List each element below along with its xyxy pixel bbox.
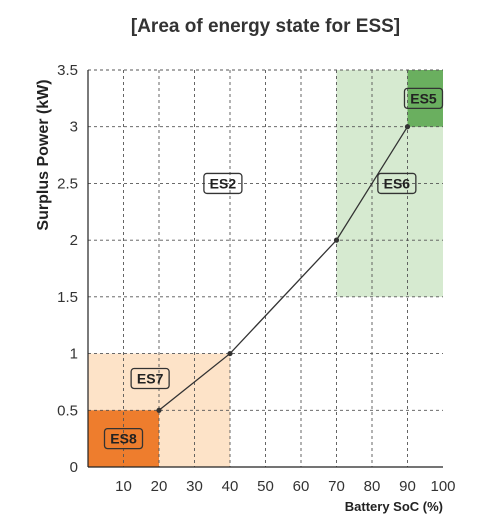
series-line	[158, 126, 409, 411]
x-tick-label: 10	[115, 478, 132, 495]
zone-box-es2	[203, 172, 243, 195]
chart-title: [Area of energy state for ESS]	[130, 16, 401, 37]
x-tick-label: 70	[328, 478, 345, 495]
y-tick-label: 3.5	[57, 62, 78, 79]
series-point	[156, 407, 162, 413]
region-es5	[407, 70, 443, 127]
y-axis-title: Surplus Power (kW)	[35, 79, 52, 230]
zone-label-es8: ES8	[110, 431, 137, 447]
labels-layer: ES2 ES6 ES5 ES7 ES8	[103, 87, 444, 450]
series-point	[333, 237, 340, 243]
y-tick-label: 1.5	[57, 289, 78, 306]
x-tick-label: 60	[293, 478, 310, 495]
x-tick-label: 40	[222, 478, 239, 495]
x-tick-label: 20	[151, 478, 168, 495]
zone-label-es6: ES6	[384, 175, 411, 191]
series-point	[404, 124, 411, 130]
x-tick-label: 30	[186, 478, 203, 495]
axis-layer: 10 20 30 40 50 60 70 80 90 100 0 0.5 1 1.5 2 2.5 3 3.5	[57, 62, 455, 495]
grid-layer	[88, 69, 443, 467]
x-tick-label: 50	[257, 478, 274, 495]
x-axis-title: Battery SoC (%)	[345, 499, 443, 514]
x-tick-label: 80	[364, 478, 381, 495]
zone-label-es5: ES5	[410, 90, 437, 106]
zone-box-es6	[377, 172, 417, 195]
zone-box-es7	[130, 367, 170, 390]
y-tick-label: 1	[70, 346, 78, 363]
zone-box-es5	[403, 87, 444, 110]
y-tick-label: 0.5	[57, 402, 78, 419]
zone-label-es7: ES7	[137, 371, 164, 387]
zone-box-es8	[103, 427, 144, 450]
y-tick-label: 2.5	[57, 175, 78, 192]
line-layer	[156, 124, 411, 413]
y-tick-label: 0	[70, 459, 78, 476]
x-tick-label: 90	[399, 478, 416, 495]
y-tick-label: 2	[70, 232, 78, 249]
y-tick-label: 3	[70, 119, 78, 136]
zone-label-es2: ES2	[210, 175, 237, 191]
x-tick-label: 100	[430, 478, 455, 495]
series-point	[227, 350, 233, 357]
